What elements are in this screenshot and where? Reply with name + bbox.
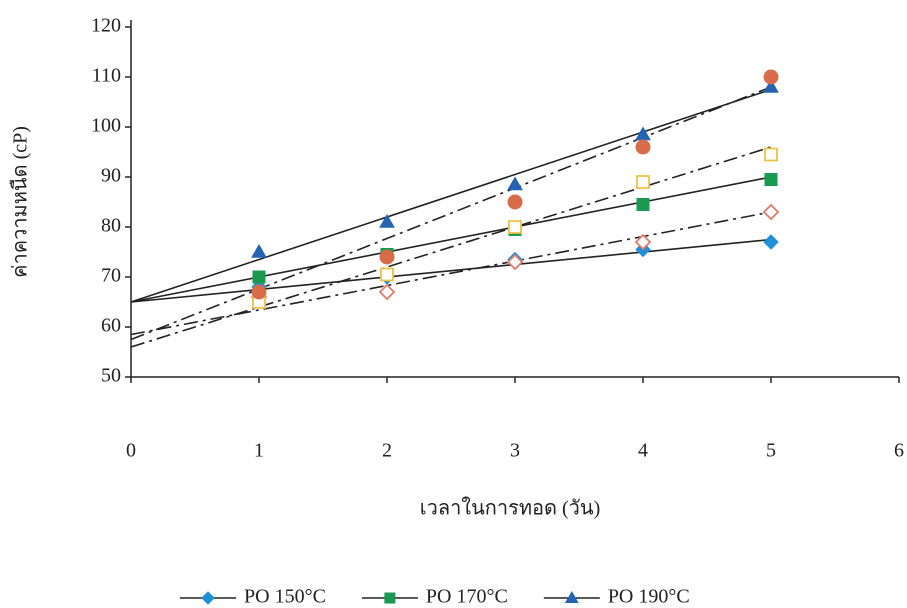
- marker: [379, 213, 395, 228]
- y-tick-label: 50: [101, 365, 121, 387]
- marker: [763, 78, 779, 93]
- marker: [380, 267, 394, 282]
- marker: [507, 176, 523, 191]
- y-tick-label: 60: [101, 315, 121, 337]
- marker: [764, 147, 778, 162]
- marker: [762, 203, 780, 221]
- marker: [378, 283, 396, 301]
- y-tick-label: 110: [92, 65, 121, 87]
- marker: [251, 284, 267, 300]
- marker: [634, 233, 652, 251]
- marker: [251, 243, 267, 258]
- x-tick-label: 5: [766, 440, 776, 462]
- trend-line: [130, 176, 772, 303]
- y-tick-label: 120: [91, 15, 121, 37]
- y-tick-label: 70: [101, 265, 121, 287]
- legend-marker: [384, 592, 396, 604]
- legend-marker: [201, 591, 215, 605]
- marker: [764, 173, 778, 186]
- x-tick-label: 6: [894, 440, 904, 462]
- y-tick-label: 100: [91, 115, 121, 137]
- trend-line: [130, 88, 772, 303]
- y-tick-label: 90: [101, 165, 121, 187]
- legend-label: PO 190°C: [608, 586, 690, 608]
- marker: [379, 249, 395, 265]
- trend-line: [130, 146, 772, 348]
- legend-label: PO 170°C: [426, 586, 508, 608]
- marker: [763, 69, 779, 85]
- marker: [507, 194, 523, 210]
- trend-line: [130, 238, 772, 303]
- marker: [636, 198, 650, 211]
- x-tick-label: 3: [510, 440, 520, 462]
- marker: [635, 139, 651, 155]
- marker: [763, 234, 779, 250]
- marker: [506, 253, 524, 271]
- legend-label: PO 150°C: [244, 586, 326, 608]
- trend-line: [130, 86, 772, 341]
- marker: [636, 175, 650, 189]
- y-axis-label: ค่าความหนืด (cP): [10, 126, 32, 278]
- y-tick-label: 80: [101, 215, 121, 237]
- marker: [252, 270, 266, 284]
- legend-marker: [564, 590, 579, 603]
- x-tick-label: 1: [254, 440, 264, 462]
- x-tick-label: 4: [638, 440, 648, 462]
- x-axis-label: เวลาในการทอด (วัน): [420, 497, 600, 520]
- trend-line: [130, 211, 772, 336]
- x-tick-label: 0: [126, 440, 136, 462]
- x-tick-label: 2: [382, 440, 392, 462]
- marker: [508, 220, 522, 234]
